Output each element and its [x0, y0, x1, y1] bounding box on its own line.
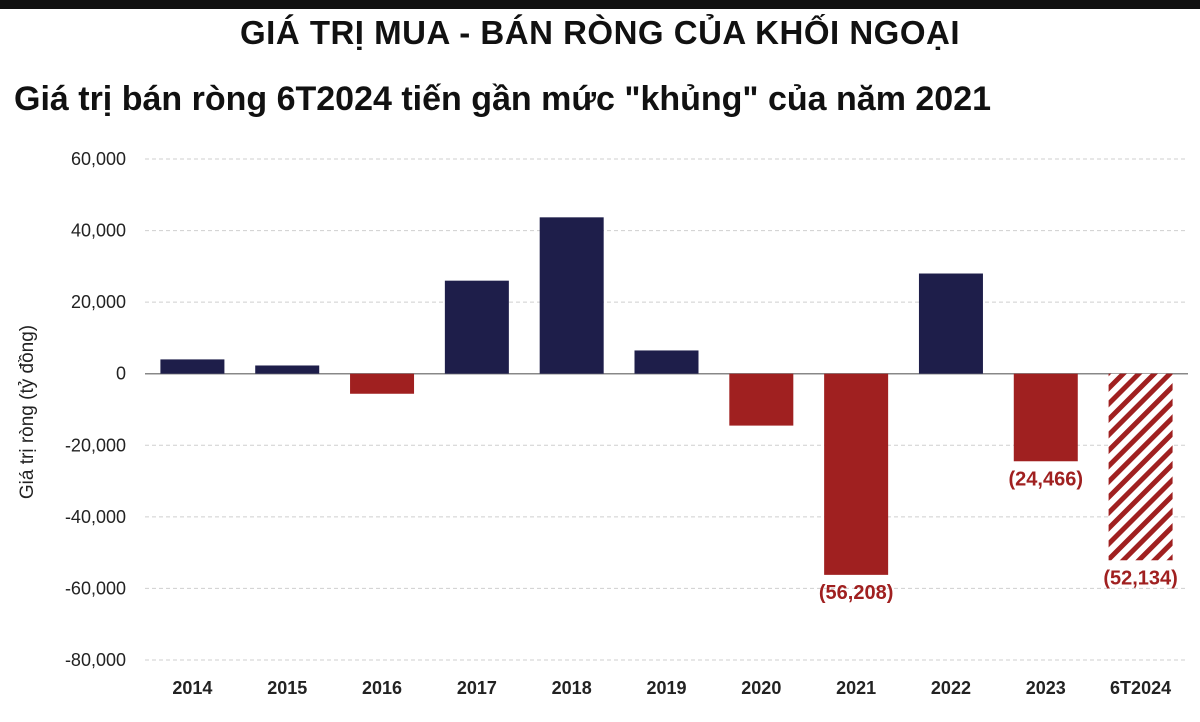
x-tick-label: 2019 — [646, 678, 686, 698]
data-labels: (56,208) (24,466) (52,134) — [819, 468, 1178, 604]
y-tick-label: 0 — [116, 364, 126, 384]
x-tick-label: 2020 — [741, 678, 781, 698]
bars — [160, 217, 1173, 575]
x-tick-label: 2017 — [457, 678, 497, 698]
x-tick-label: 2018 — [552, 678, 592, 698]
bar-2023 — [1013, 373, 1078, 462]
bar-2014 — [160, 359, 225, 374]
y-tick-label: 60,000 — [71, 149, 126, 169]
bar-2017 — [444, 280, 509, 374]
y-axis-ticks: 60,000 40,000 20,000 0 -20,000 -40,000 -60,000… — [65, 149, 126, 670]
bar-2019 — [634, 350, 699, 374]
x-tick-label: 2014 — [172, 678, 212, 698]
x-axis-ticks: 2014 2015 2016 2017 2018 2019 2020 2021 2022 2023… — [172, 678, 1171, 698]
bar-2015 — [255, 365, 320, 374]
bar-2022 — [918, 273, 983, 374]
bar-2020 — [729, 373, 794, 426]
y-tick-label: 20,000 — [71, 292, 126, 312]
bar-2021 — [824, 373, 889, 575]
bar-2018 — [539, 217, 604, 374]
x-tick-label: 2016 — [362, 678, 402, 698]
y-tick-label: -60,000 — [65, 578, 126, 598]
data-label-6t2024: (52,134) — [1103, 567, 1178, 589]
x-tick-label: 2021 — [836, 678, 876, 698]
x-tick-label: 2022 — [931, 678, 971, 698]
chart-title: Giá trị bán ròng 6T2024 tiến gần mức "kh… — [14, 80, 992, 118]
y-axis-label: Giá trị ròng (tỷ đồng) — [17, 325, 38, 499]
x-tick-label: 2023 — [1026, 678, 1066, 698]
data-label-2021: (56,208) — [819, 582, 894, 604]
x-tick-label: 6T2024 — [1110, 678, 1171, 698]
y-tick-label: -20,000 — [65, 435, 126, 455]
y-tick-label: -40,000 — [65, 507, 126, 527]
bar-2016 — [350, 373, 415, 394]
header-bar — [0, 0, 1200, 9]
data-label-2023: (24,466) — [1009, 468, 1084, 490]
y-tick-label: -80,000 — [65, 650, 126, 670]
y-tick-label: 40,000 — [71, 221, 126, 241]
page-title: GIÁ TRỊ MUA - BÁN RÒNG CỦA KHỐI NGOẠI — [239, 14, 961, 51]
bar-6t2024 — [1108, 373, 1173, 561]
x-tick-label: 2015 — [267, 678, 307, 698]
